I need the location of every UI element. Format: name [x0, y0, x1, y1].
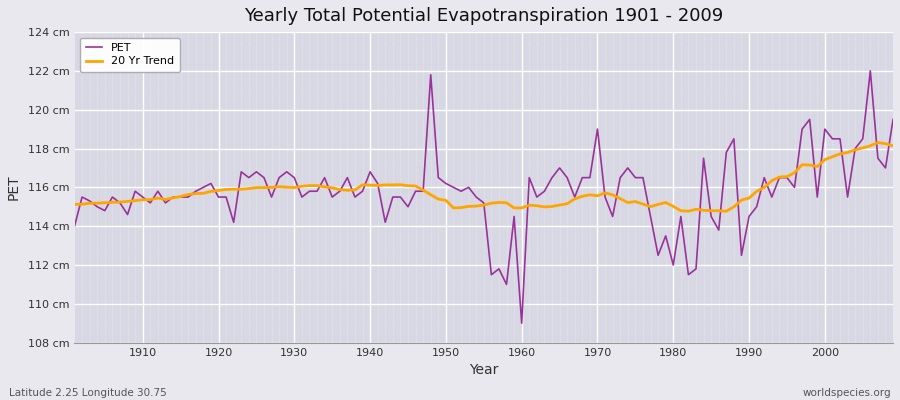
20 Yr Trend [608, 192, 618, 197]
20 Yr Trend [130, 198, 140, 203]
20 Yr Trend [887, 144, 898, 148]
Text: Latitude 2.25 Longitude 30.75: Latitude 2.25 Longitude 30.75 [9, 388, 166, 398]
Line: 20 Yr Trend: 20 Yr Trend [75, 142, 893, 211]
Line: PET: PET [75, 71, 893, 323]
PET [508, 214, 519, 219]
PET [517, 321, 527, 326]
Title: Yearly Total Potential Evapotranspiration 1901 - 2009: Yearly Total Potential Evapotranspiratio… [244, 7, 724, 25]
Y-axis label: PET: PET [7, 174, 21, 200]
20 Yr Trend [296, 184, 307, 189]
PET [130, 189, 140, 194]
PET [296, 195, 307, 200]
PET [615, 175, 626, 180]
PET [887, 117, 898, 122]
20 Yr Trend [342, 188, 353, 193]
Legend: PET, 20 Yr Trend: PET, 20 Yr Trend [80, 38, 180, 72]
PET [524, 175, 535, 180]
20 Yr Trend [508, 206, 519, 210]
PET [69, 224, 80, 228]
20 Yr Trend [517, 206, 527, 210]
20 Yr Trend [683, 209, 694, 214]
X-axis label: Year: Year [469, 363, 499, 377]
20 Yr Trend [69, 202, 80, 207]
PET [865, 68, 876, 73]
PET [342, 175, 353, 180]
Text: worldspecies.org: worldspecies.org [803, 388, 891, 398]
20 Yr Trend [872, 140, 883, 145]
